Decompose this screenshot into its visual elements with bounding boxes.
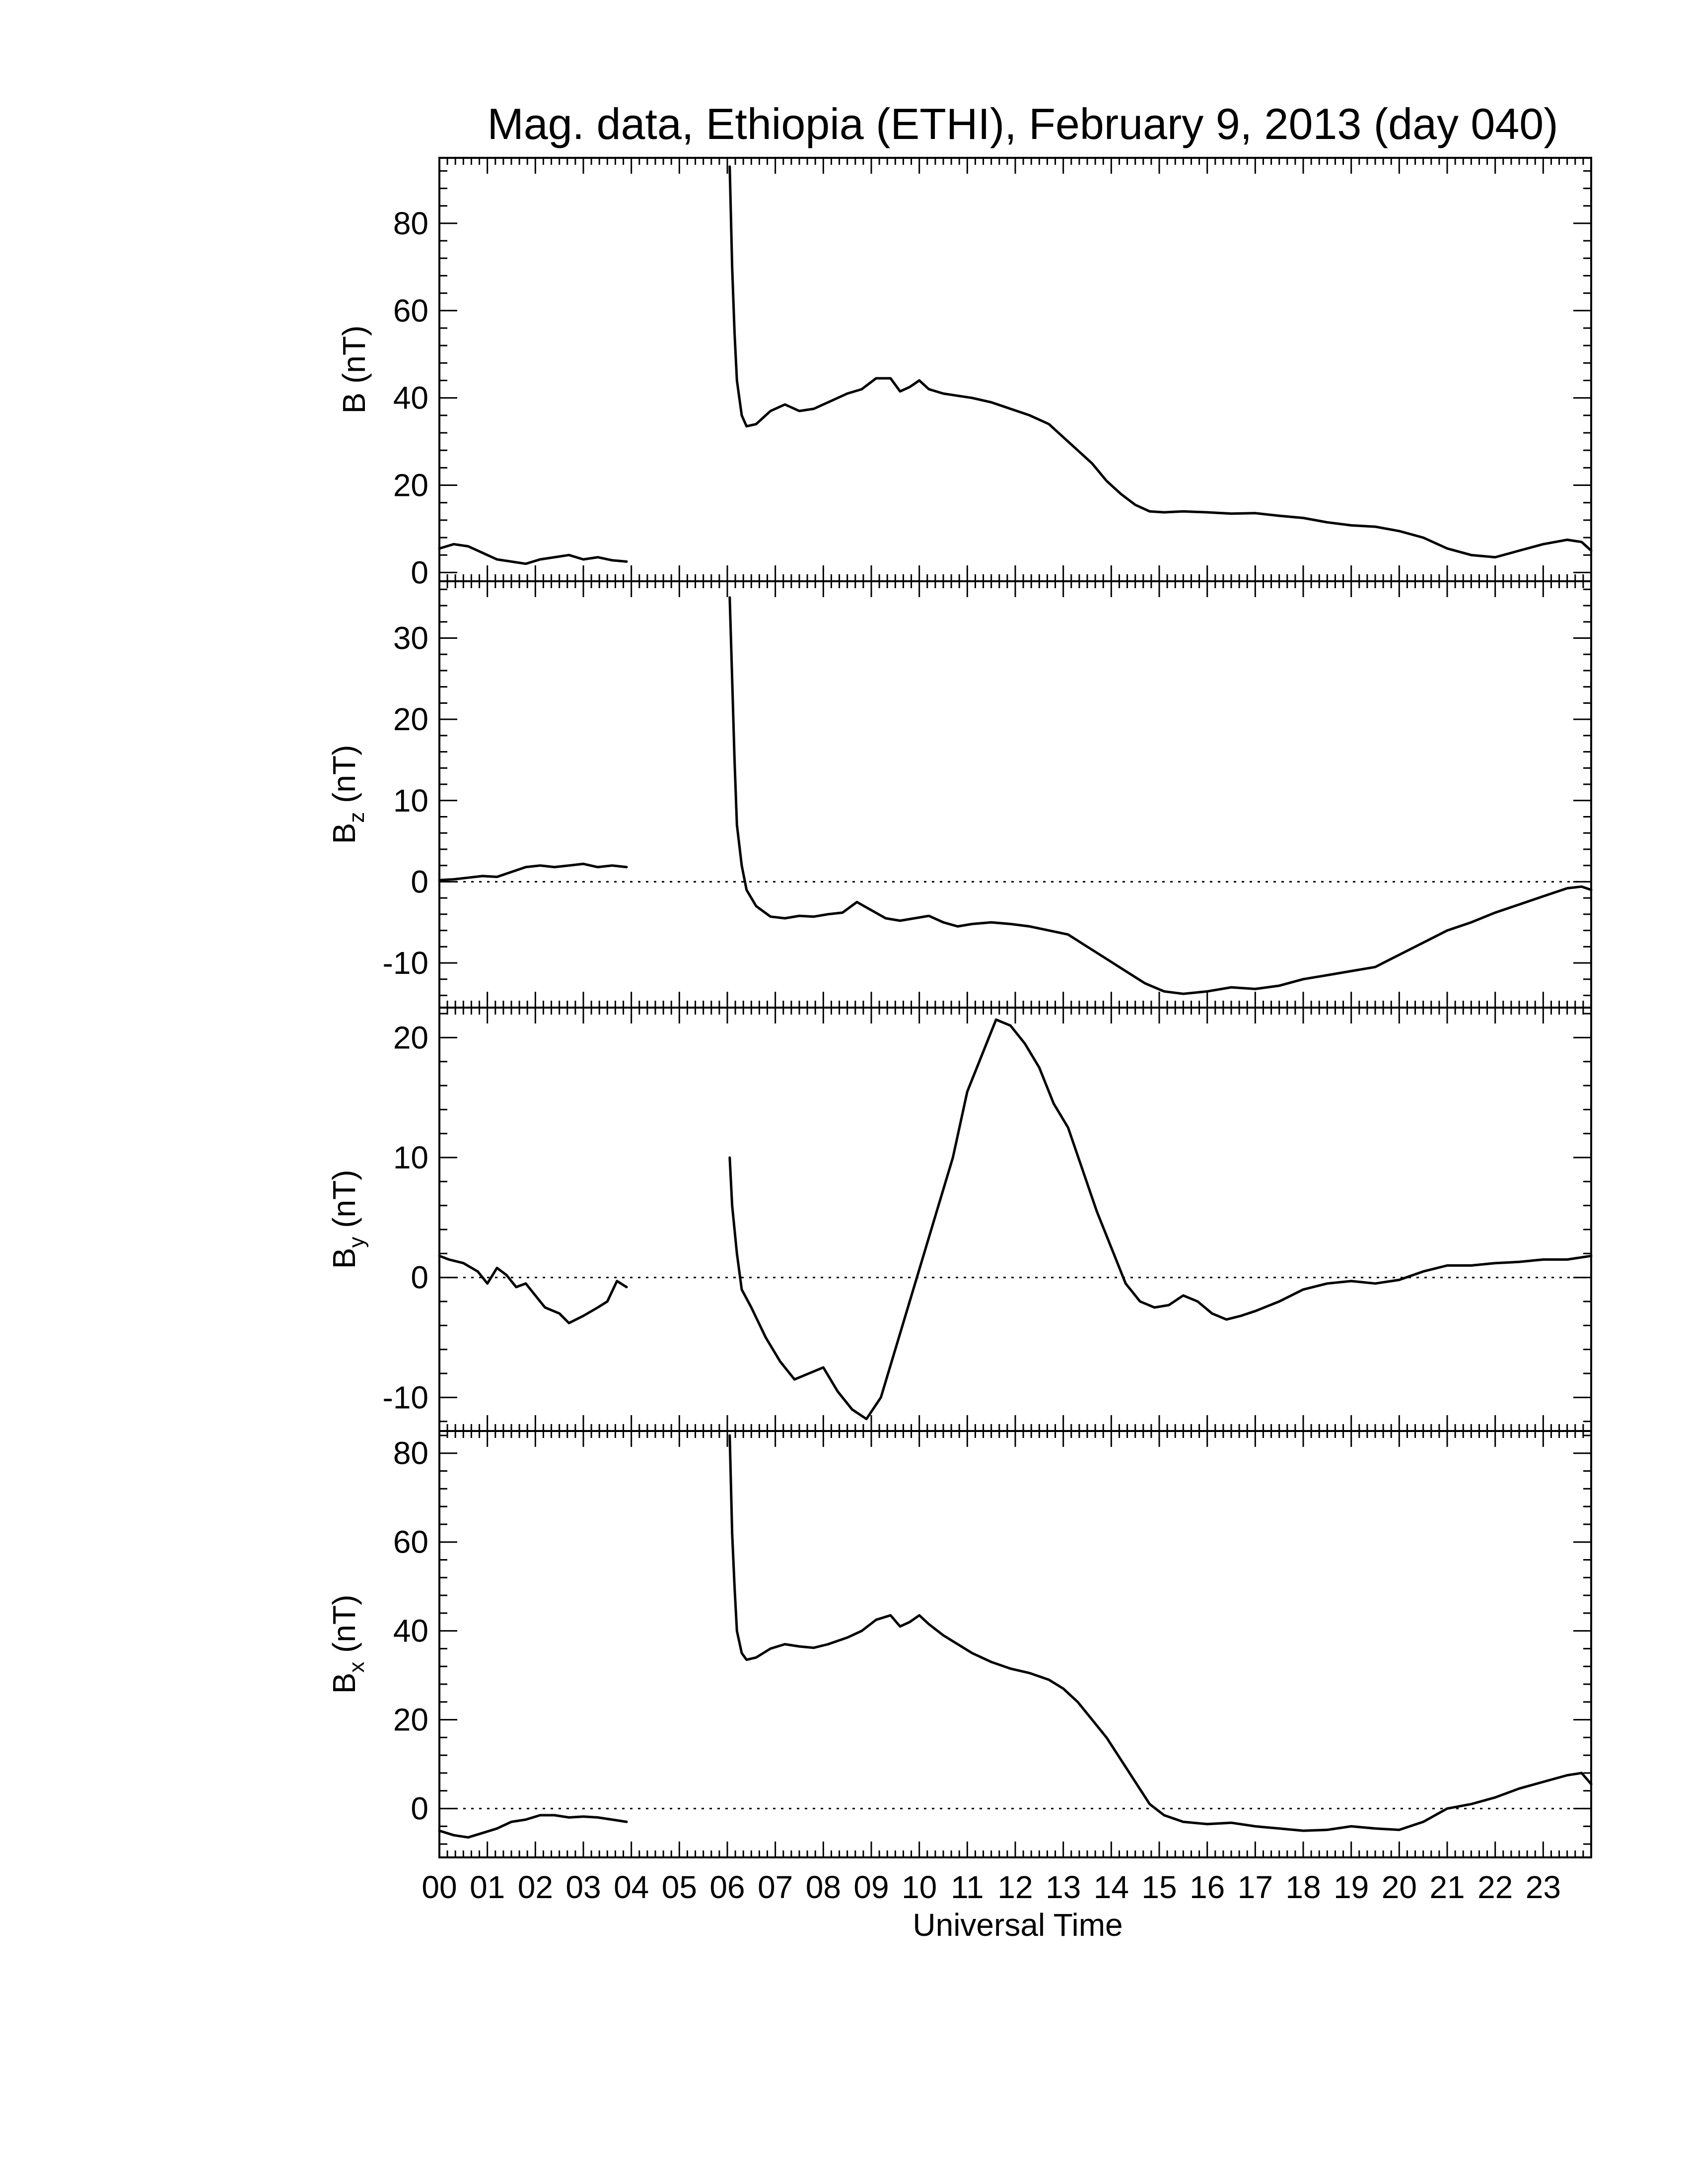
- y-tick-label: 30: [393, 620, 428, 656]
- series-line-Bx-segment-2: [728, 1434, 1593, 1832]
- y-tick-label: 80: [393, 205, 428, 241]
- y-tick-label: 60: [393, 1524, 428, 1560]
- x-tick-label: 11: [951, 1869, 984, 1905]
- panel-frame-Bz: [438, 580, 1592, 1009]
- series-line-B-segment-1: [438, 543, 628, 565]
- x-tick-label: 05: [662, 1869, 697, 1905]
- y-tick-label: 40: [393, 380, 428, 416]
- series-line-Bx-segment-1: [438, 1814, 628, 1839]
- x-tick-label: 15: [1141, 1869, 1177, 1905]
- x-tick-label: 08: [806, 1869, 841, 1905]
- x-tick-label: 20: [1382, 1869, 1417, 1905]
- x-tick-label: 21: [1429, 1869, 1465, 1905]
- y-tick-label: 20: [393, 701, 428, 737]
- y-tick-label: 20: [393, 1020, 428, 1055]
- y-tick-label: 10: [393, 1140, 428, 1175]
- y-axis-label-Bx: Bx (nT): [326, 1595, 369, 1694]
- x-tick-label: 14: [1094, 1869, 1129, 1905]
- y-axis-label-B: B (nT): [336, 326, 372, 414]
- y-tick-label: 60: [393, 293, 428, 329]
- panel-B: 0 20 40 60 80 B (nT): [336, 157, 1593, 590]
- x-tick-label: 00: [422, 1869, 457, 1905]
- y-tick-label: 0: [411, 1260, 428, 1296]
- y-axis-label-Bz: Bz (nT): [326, 745, 369, 844]
- x-tick-label: 07: [758, 1869, 793, 1905]
- y-tick-label: 0: [411, 864, 428, 899]
- y-tick-label: 40: [393, 1613, 428, 1649]
- y-tick-label: -10: [383, 1379, 429, 1415]
- x-tick-label: 23: [1526, 1869, 1561, 1905]
- x-tick-label: 17: [1238, 1869, 1273, 1905]
- series-line-By-segment-1: [438, 1254, 628, 1324]
- y-tick-label: 0: [411, 1791, 428, 1827]
- y-tick-label: 0: [411, 554, 428, 590]
- y-tick-label: 20: [393, 1702, 428, 1738]
- x-tick-label: 13: [1046, 1869, 1081, 1905]
- panel-frame-By: [438, 1007, 1592, 1432]
- x-tick-label: 04: [614, 1869, 649, 1905]
- x-tick-label: 02: [518, 1869, 553, 1905]
- y-tick-label: 20: [393, 468, 428, 503]
- y-tick-label: 10: [393, 783, 428, 819]
- x-tick-label: 22: [1477, 1869, 1513, 1905]
- x-tick-label: 06: [709, 1869, 745, 1905]
- x-tick-label: 16: [1190, 1869, 1225, 1905]
- x-tick-label: 10: [902, 1869, 937, 1905]
- x-tick-label: 09: [853, 1869, 889, 1905]
- panel-Bx: 0 20 40 60 80 Bx (nT): [326, 1430, 1593, 1858]
- series-line-By-segment-2: [728, 1018, 1593, 1421]
- x-axis-label: Universal Time: [913, 1907, 1123, 1943]
- x-tick-label: 03: [565, 1869, 601, 1905]
- x-tick-label: 19: [1334, 1869, 1369, 1905]
- y-axis-label-By: By (nT): [326, 1170, 369, 1269]
- y-tick-label: 80: [393, 1435, 428, 1471]
- x-tick-label: 01: [470, 1869, 505, 1905]
- chart-title: Mag. data, Ethiopia (ETHI), February 9, …: [487, 99, 1558, 148]
- series-line-B-segment-2: [728, 165, 1593, 559]
- series-line-Bz-segment-1: [438, 862, 628, 882]
- y-tick-label: -10: [383, 945, 429, 981]
- panel-By: -10 0 10 20 By (nT): [326, 1007, 1593, 1432]
- panel-frame-Bx: [438, 1430, 1592, 1858]
- x-tick-label: 12: [997, 1869, 1033, 1905]
- panel-frame-B: [438, 157, 1592, 582]
- series-line-Bz-segment-2: [728, 596, 1593, 995]
- panel-Bz: -10 0 10 20 30 Bz (nT): [326, 580, 1593, 1009]
- x-tick-label: 18: [1285, 1869, 1321, 1905]
